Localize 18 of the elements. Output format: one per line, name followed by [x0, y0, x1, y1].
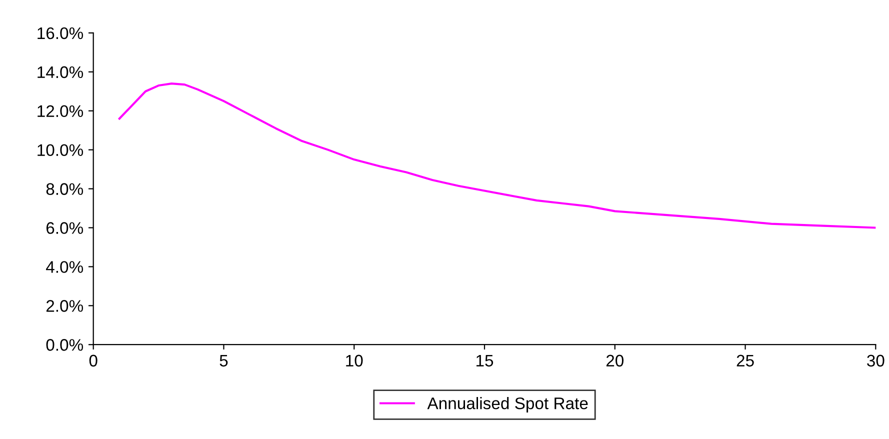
line-series: [118, 82, 876, 229]
x-tick-label: 25: [736, 354, 754, 367]
legend-label: Annualised Spot Rate: [427, 397, 588, 413]
x-tick-label: 15: [476, 354, 494, 367]
y-tick-label: 12.0%: [38, 105, 84, 118]
y-tick-label: 14.0%: [38, 66, 84, 78]
y-tick-label: 0.0%: [46, 339, 84, 351]
x-tick-label: 30: [867, 354, 884, 367]
y-tick-label: 4.0%: [46, 261, 84, 273]
x-tick-label: 5: [220, 354, 228, 367]
x-tick-label: 0: [89, 354, 98, 367]
x-tick-label: 20: [606, 354, 624, 367]
y-tick-label: 10.0%: [38, 144, 84, 156]
y-tick-label: 6.0%: [46, 222, 84, 234]
y-tick-label: 8.0%: [46, 183, 84, 195]
y-tick-label: 16.0%: [38, 27, 84, 40]
y-tick-label: 2.0%: [46, 300, 84, 312]
x-tick-label: 10: [346, 354, 363, 367]
